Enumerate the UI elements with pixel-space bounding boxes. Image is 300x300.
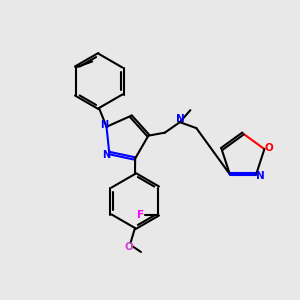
Text: O: O bbox=[124, 242, 134, 252]
Text: N: N bbox=[256, 171, 265, 181]
Text: O: O bbox=[265, 142, 273, 152]
Text: N: N bbox=[176, 113, 184, 124]
Text: N: N bbox=[100, 120, 108, 130]
Text: F: F bbox=[137, 209, 144, 220]
Text: N: N bbox=[102, 150, 110, 160]
